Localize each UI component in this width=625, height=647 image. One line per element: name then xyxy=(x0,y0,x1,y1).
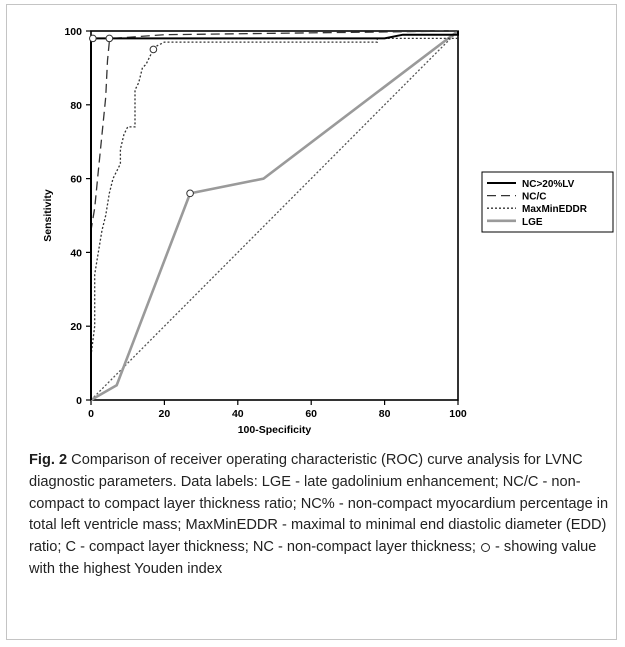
figure-label: Fig. 2 xyxy=(29,452,68,468)
legend-label: LGE xyxy=(522,217,543,228)
roc-chart: 0 20 40 60 80 100 0 20 40 60 80 100 100-Specificity S… xyxy=(42,26,614,436)
caption-tail: - showing value with the highest Youden … xyxy=(29,539,597,577)
y-tick-label: 0 xyxy=(76,395,82,407)
x-tick-label: 60 xyxy=(305,408,317,420)
youden-marker-icon xyxy=(480,542,490,552)
y-axis-label: Sensitivity xyxy=(42,189,54,242)
figure-frame: 0 20 40 60 80 100 0 20 40 60 80 100 100-Specificity S… xyxy=(6,4,617,640)
series-group xyxy=(90,29,459,402)
legend-label: NC/C xyxy=(522,192,546,203)
y-tick-label: 20 xyxy=(70,321,82,333)
legend-label: NC>20%LV xyxy=(522,179,575,190)
series-line-maxmineddr xyxy=(90,31,459,400)
y-tick-label: 60 xyxy=(70,174,82,186)
x-tick-label: 40 xyxy=(232,408,244,420)
youden-marker xyxy=(89,34,97,43)
x-tick-label: 100 xyxy=(449,408,467,420)
y-tick-label: 80 xyxy=(70,100,82,112)
caption-text: Comparison of receiver operating charact… xyxy=(29,452,609,556)
legend-label: MaxMinEDDR xyxy=(522,204,588,215)
youden-marker xyxy=(105,34,114,43)
series-line-nc-c xyxy=(90,30,459,400)
y-tick-label: 100 xyxy=(64,26,82,38)
youden-marker xyxy=(186,189,194,198)
x-tick-label: 20 xyxy=(159,408,171,420)
youden-markers xyxy=(89,34,194,198)
x-axis-label: 100-Specificity xyxy=(238,424,312,436)
reference-diagonal-line xyxy=(90,30,459,401)
x-tick-label: 80 xyxy=(379,408,391,420)
figure-caption: Fig. 2 Comparison of receiver operating … xyxy=(29,450,619,581)
x-tick-label: 0 xyxy=(88,408,94,420)
youden-marker xyxy=(149,45,158,54)
axes: 0 20 40 60 80 100 0 20 40 60 80 100 100-Specificity S… xyxy=(42,26,467,436)
y-tick-label: 40 xyxy=(70,247,82,259)
